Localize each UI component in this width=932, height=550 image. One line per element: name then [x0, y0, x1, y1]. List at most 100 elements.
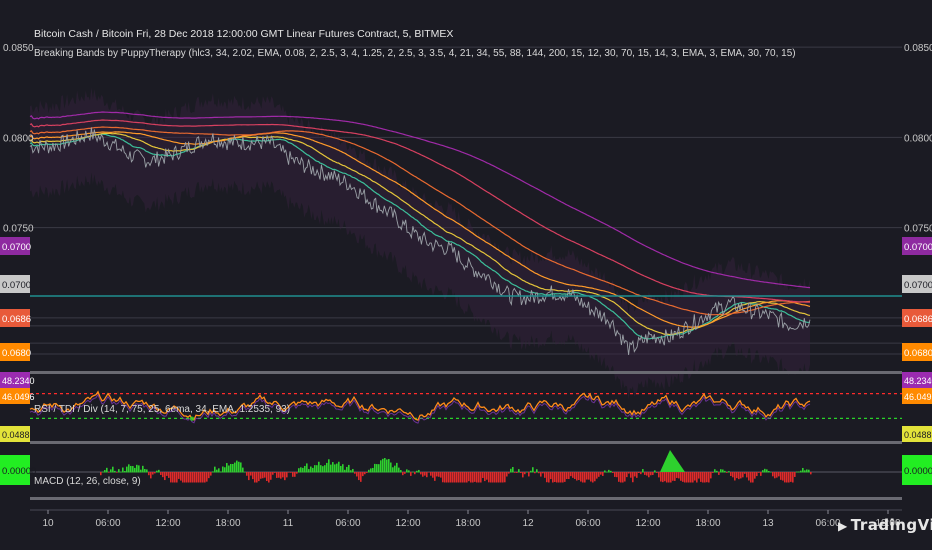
macd-bar: [436, 472, 438, 477]
macd-bar: [488, 472, 490, 483]
macd-bar: [164, 472, 166, 481]
macd-bar: [182, 472, 184, 483]
right-price-badge: [902, 237, 932, 255]
macd-bar: [442, 472, 444, 483]
macd-bar: [260, 472, 262, 479]
macd-bar: [806, 469, 808, 473]
macd-bar: [218, 468, 220, 473]
macd-bar: [216, 469, 218, 473]
macd-bar: [496, 472, 498, 483]
macd-bar: [452, 472, 454, 483]
macd-bar: [558, 472, 560, 483]
rsi-badge-left: [0, 372, 30, 388]
moving-average-line: [29, 119, 810, 303]
rsi-badge-right: [902, 372, 932, 388]
macd-bar: [256, 472, 258, 483]
macd-bar: [400, 470, 402, 473]
macd-bar: [552, 472, 554, 483]
macd-bar: [576, 472, 578, 481]
macd-bar: [230, 463, 232, 473]
macd-bar: [568, 472, 570, 480]
macd-bar: [394, 465, 396, 473]
left-price-tick: 0.0850: [3, 43, 34, 54]
macd-bar: [318, 461, 320, 473]
time-axis: 10 06:00 12:00 18:00 11 06:00 12:00 18:00 12 06:0…: [30, 509, 902, 529]
macd-bar: [168, 472, 170, 478]
macd-bar: [266, 472, 268, 482]
macd-bar: [782, 472, 784, 481]
macd-bar: [690, 472, 692, 483]
right-price-badge: [902, 309, 932, 327]
macd-bar: [148, 472, 150, 476]
macd-bar: [626, 472, 628, 478]
macd-bar: [520, 472, 522, 474]
time-tick-label: 12:00: [875, 518, 900, 529]
pane-separator: [30, 371, 902, 374]
macd-bar: [244, 471, 246, 473]
macd-bar: [556, 472, 558, 483]
macd-bar: [638, 472, 640, 474]
macd-bar: [458, 472, 460, 483]
macd-bar: [678, 472, 680, 479]
macd-bar: [530, 470, 532, 473]
macd-bar: [232, 463, 234, 473]
time-tick-label: 12:00: [155, 518, 180, 529]
macd-bar: [350, 470, 352, 473]
macd-bar: [510, 468, 512, 473]
macd-bar: [314, 465, 316, 473]
macd-bar: [210, 472, 212, 476]
macd-bar: [330, 464, 332, 473]
macd-bar: [316, 465, 318, 473]
macd-bar: [206, 472, 208, 482]
macd-badge-left: [0, 455, 30, 485]
macd-bar: [382, 458, 384, 473]
macd-bar: [544, 472, 546, 478]
rsi-badge-right-text: 48.2340: [904, 376, 932, 386]
rsi-badge-left-text: 48.2340: [2, 376, 35, 386]
macd-bar: [288, 472, 290, 473]
macd-bar: [208, 472, 210, 479]
macd-bar: [614, 472, 616, 477]
macd-bar: [506, 472, 508, 477]
macd-bar: [582, 472, 584, 483]
macd-bar: [108, 472, 110, 473]
macd-bar: [188, 472, 190, 483]
macd-bar: [420, 472, 422, 475]
macd-bar: [632, 472, 634, 483]
macd-bar: [634, 472, 636, 477]
macd-bar: [574, 472, 576, 480]
macd-bar: [354, 472, 356, 474]
macd-bar: [142, 465, 144, 473]
macd-bar: [120, 471, 122, 473]
macd-bar: [440, 472, 442, 478]
macd-bar: [304, 465, 306, 473]
macd-bar: [402, 472, 404, 476]
macd-bar: [444, 472, 446, 483]
macd-bar: [264, 472, 266, 478]
macd-bar: [608, 469, 610, 473]
macd-bar: [154, 472, 156, 474]
macd-bar: [322, 466, 324, 473]
macd-bar: [128, 464, 130, 473]
macd-bar: [570, 472, 572, 477]
macd-bar: [514, 472, 516, 473]
macd-bar: [342, 464, 344, 473]
right-price-badge-text: 0.0686: [904, 314, 932, 325]
macd-bar: [720, 469, 722, 473]
pane-separators: [30, 371, 902, 500]
macd-bar: [190, 472, 192, 483]
macd-bar: [680, 472, 682, 481]
rsi-signal-line: [29, 393, 811, 424]
macd-bar: [262, 472, 264, 479]
macd-bar: [172, 472, 174, 483]
macd-bar: [772, 472, 774, 477]
macd-bar: [356, 472, 358, 477]
left-price-badge: [0, 343, 30, 361]
macd-bar: [252, 472, 254, 480]
macd-bar: [682, 472, 684, 482]
macd-bar: [282, 472, 284, 478]
rsi-badge-right: [902, 426, 932, 442]
macd-bar: [758, 472, 760, 473]
macd-bar: [398, 467, 400, 473]
